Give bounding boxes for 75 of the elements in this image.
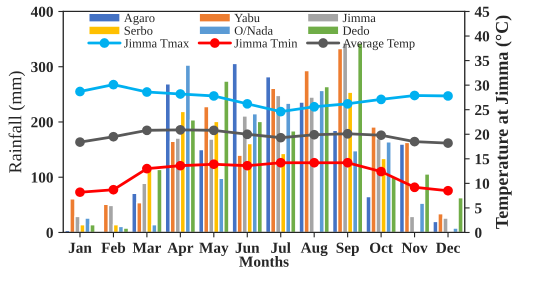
- point: [342, 158, 353, 168]
- x-axis-title: Months: [239, 256, 289, 267]
- point: [276, 158, 286, 168]
- point: [342, 128, 353, 139]
- legend-label: Yabu: [234, 13, 260, 22]
- legend-label: O/Nada: [234, 26, 273, 35]
- y2-tick-label: 0: [475, 228, 482, 238]
- y2-tick-label: 40: [474, 31, 490, 42]
- point: [142, 125, 152, 136]
- point: [242, 129, 252, 140]
- x-tick-label: Jul: [271, 242, 291, 253]
- point: [376, 166, 386, 176]
- point: [75, 86, 85, 96]
- legend-label: Dedo: [342, 26, 370, 35]
- y-tick-label: 200: [31, 117, 53, 128]
- x-tick-label: Feb: [101, 242, 126, 253]
- point: [208, 159, 219, 170]
- point: [208, 125, 219, 136]
- legend-label: Jimma: [342, 14, 376, 22]
- point: [276, 106, 286, 117]
- point: [443, 91, 453, 101]
- point: [276, 132, 286, 143]
- point: [342, 98, 353, 109]
- y-tick-label: 300: [31, 62, 53, 72]
- y-axis-title: Rainfall (mm): [8, 71, 26, 173]
- point: [175, 124, 186, 135]
- y2-tick-label: 45: [474, 6, 490, 17]
- y2-tick-label: 35: [475, 56, 490, 66]
- y-tick-label: 400: [30, 6, 53, 17]
- x-tick-label: Mar: [132, 242, 161, 253]
- point: [142, 87, 152, 97]
- x-tick-label: Aug: [300, 242, 328, 256]
- point: [410, 136, 420, 146]
- point: [443, 138, 453, 148]
- point: [376, 130, 386, 140]
- x-tick-label: Apr: [167, 242, 194, 256]
- y2-tick-label: 30: [475, 80, 490, 91]
- legend-label: Average Temp: [342, 39, 415, 50]
- x-tick-label: Jan: [68, 242, 92, 253]
- y2-tick-label: 20: [475, 129, 490, 140]
- y2-tick-label: 15: [476, 154, 490, 164]
- legend-label: Jimma Tmin: [234, 39, 298, 48]
- point: [242, 98, 252, 109]
- point: [208, 91, 219, 101]
- y2-axis-title: Temperature at Jimma (°C): [495, 16, 512, 229]
- point: [309, 102, 320, 112]
- point: [443, 186, 453, 196]
- x-tick-label: Dec: [436, 242, 460, 253]
- x-tick-label: Sep: [336, 242, 359, 256]
- point: [410, 90, 420, 100]
- point: [108, 132, 118, 142]
- point: [75, 137, 85, 147]
- point: [108, 184, 118, 195]
- point: [242, 160, 252, 171]
- point: [175, 160, 186, 171]
- y2-tick-label: 10: [476, 178, 490, 189]
- point: [410, 182, 420, 192]
- point: [142, 164, 152, 174]
- point: [175, 89, 186, 99]
- x-tick-label: Oct: [370, 242, 393, 253]
- point: [309, 158, 320, 168]
- x-tick-label: Nov: [402, 242, 428, 253]
- y2-tick-label: 5: [475, 203, 482, 214]
- legend-label: Serbo: [124, 26, 152, 35]
- legend-label: Agaro: [124, 14, 155, 25]
- x-tick-label: Jun: [236, 242, 260, 253]
- legend-label: Jimma Tmax: [124, 39, 190, 48]
- point: [309, 130, 320, 140]
- y-tick-label: 100: [32, 172, 53, 183]
- y2-tick-label: 25: [475, 104, 490, 116]
- point: [376, 94, 386, 104]
- point: [75, 187, 85, 198]
- y-tick-label: 0: [46, 228, 53, 238]
- point: [108, 80, 118, 90]
- x-tick-label: May: [199, 242, 229, 256]
